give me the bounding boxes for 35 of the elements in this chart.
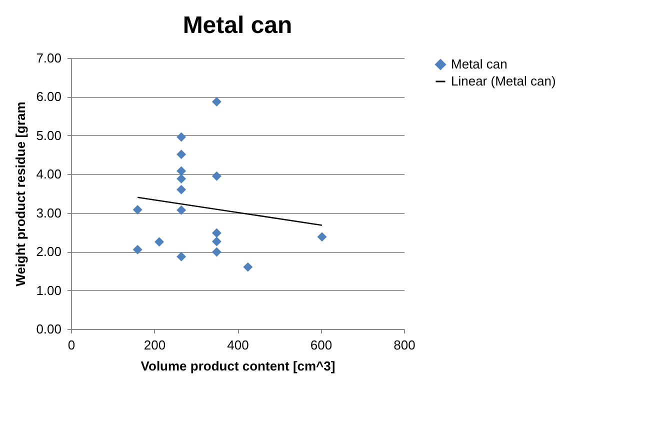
point	[176, 132, 186, 142]
point	[212, 236, 222, 246]
point	[176, 166, 186, 176]
point	[132, 205, 142, 215]
y-tick-label: 1.00	[36, 282, 62, 298]
point	[176, 252, 186, 262]
y-tick-label: 7.00	[36, 50, 62, 66]
y-tick-label: 6.00	[36, 89, 62, 104]
point	[176, 150, 186, 160]
x-tick-label: 200	[144, 338, 166, 352]
point	[212, 171, 222, 181]
point	[176, 205, 186, 215]
point	[154, 237, 164, 247]
y-axis-title: Weight product residue [gram	[13, 102, 28, 286]
legend-label: Metal can	[451, 56, 508, 72]
point	[212, 97, 222, 106]
y-tick-label: 4.00	[36, 166, 62, 182]
x-tick-label: 800	[394, 338, 416, 352]
point	[212, 247, 222, 257]
chart-title: Metal can	[182, 12, 292, 39]
x-tick-label: 0	[68, 338, 76, 352]
y-tick-label: 5.00	[36, 128, 62, 143]
point	[212, 228, 222, 238]
y-tick-label: 3.00	[36, 205, 62, 220]
legend-label: Linear (Metal can)	[451, 74, 556, 88]
y-tick-label: 0.00	[36, 322, 62, 336]
point	[176, 174, 186, 184]
x-tick-label: 600	[310, 338, 332, 352]
y-tick-label: 2.00	[36, 244, 62, 260]
x-axis-title: Volume product content [cm^3]	[140, 358, 336, 374]
point	[317, 232, 327, 242]
point	[132, 244, 142, 254]
point	[176, 184, 186, 194]
point	[243, 262, 253, 272]
x-tick-label: 400	[227, 338, 249, 352]
